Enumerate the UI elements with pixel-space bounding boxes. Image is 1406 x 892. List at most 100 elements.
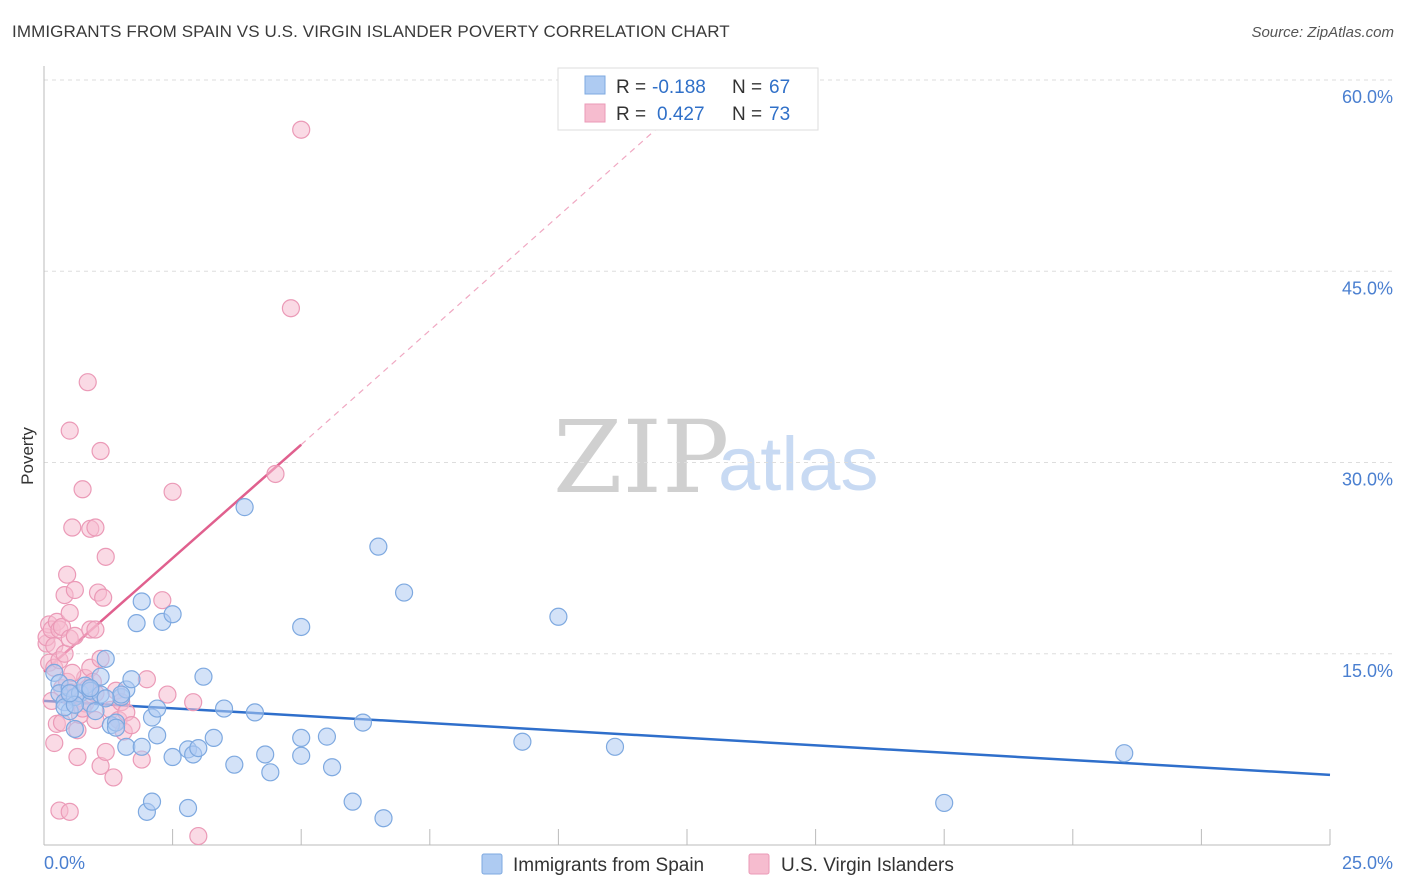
axes: [43, 66, 1331, 846]
data-point-immigrants-from-spain: [194, 667, 213, 686]
data-point-immigrants-from-spain: [292, 746, 311, 765]
data-point-immigrants-from-spain: [549, 607, 568, 626]
y-tick-labels: 15.0% 30.0% 45.0% 60.0%: [1342, 87, 1393, 681]
data-point-immigrants-from-spain: [163, 747, 182, 767]
legend-r-value-1: -0.188: [652, 77, 706, 98]
data-point-immigrants-from-spain: [256, 745, 275, 764]
data-point-us-virgin-islanders: [292, 120, 311, 139]
data-point-immigrants-from-spain: [189, 738, 208, 758]
data-point-us-virgin-islanders: [153, 591, 172, 610]
legend-swatch-blue: [584, 75, 606, 95]
chart-source: Source: ZipAtlas.com: [1251, 24, 1394, 41]
data-point-immigrants-from-spain: [374, 809, 393, 828]
data-point-immigrants-from-spain: [65, 719, 84, 739]
data-point-immigrants-from-spain: [605, 737, 625, 756]
data-point-us-virgin-islanders: [65, 580, 84, 600]
data-point-us-virgin-islanders: [91, 441, 110, 461]
legend-r-label-2: R =: [616, 104, 646, 125]
watermark-zip: ZIP: [553, 399, 729, 516]
y-tick-label: 60.0%: [1342, 87, 1393, 107]
data-point-immigrants-from-spain: [204, 728, 223, 748]
trend-line-extension-us-virgin-islanders: [300, 124, 662, 446]
legend-n-value-1: 67: [769, 77, 790, 98]
legend-n-value-2: 73: [769, 104, 790, 125]
data-point-us-virgin-islanders: [65, 626, 84, 646]
data-point-immigrants-from-spain: [117, 737, 136, 756]
data-point-immigrants-from-spain: [81, 679, 100, 698]
watermark-atlas: atlas: [718, 422, 879, 507]
data-point-immigrants-from-spain: [178, 798, 198, 818]
x-tick-label-max: 25.0%: [1342, 853, 1393, 873]
correlation-legend: R = -0.188 N = 67 R = 0.427 N = 73: [557, 67, 819, 131]
data-point-immigrants-from-spain: [317, 727, 337, 746]
data-point-immigrants-from-spain: [86, 702, 105, 721]
data-point-immigrants-from-spain: [235, 498, 254, 517]
series-legend: Immigrants from Spain U.S. Virgin Island…: [481, 853, 954, 876]
data-point-us-virgin-islanders: [281, 299, 301, 318]
data-point-immigrants-from-spain: [96, 689, 115, 708]
data-point-us-virgin-islanders: [78, 373, 97, 392]
data-point-immigrants-from-spain: [60, 684, 79, 703]
data-point-immigrants-from-spain: [261, 763, 280, 782]
legend-n-label-1: N =: [732, 77, 762, 98]
data-point-us-virgin-islanders: [122, 716, 141, 735]
data-point-immigrants-from-spain: [96, 649, 115, 668]
data-point-us-virgin-islanders: [86, 518, 105, 537]
data-point-us-virgin-islanders: [96, 742, 115, 762]
data-point-immigrants-from-spain: [935, 793, 954, 813]
data-point-us-virgin-islanders: [184, 693, 203, 712]
data-point-us-virgin-islanders: [73, 480, 92, 499]
data-point-us-virgin-islanders: [189, 826, 208, 846]
data-point-us-virgin-islanders: [45, 733, 64, 753]
data-point-immigrants-from-spain: [214, 699, 234, 718]
data-point-us-virgin-islanders: [96, 547, 115, 566]
legend-swatch-pink: [584, 103, 606, 123]
data-point-immigrants-from-spain: [132, 592, 151, 611]
data-point-immigrants-from-spain: [292, 728, 311, 748]
data-point-immigrants-from-spain: [142, 792, 162, 811]
y-axis-label: Poverty: [18, 427, 37, 485]
y-tick-label: 45.0%: [1342, 278, 1393, 298]
legend-n-label-2: N =: [732, 104, 762, 125]
data-point-us-virgin-islanders: [163, 482, 182, 501]
data-point-us-virgin-islanders: [63, 518, 82, 537]
data-point-immigrants-from-spain: [343, 792, 362, 811]
data-point-us-virgin-islanders: [94, 588, 113, 607]
x-tick-label-min: 0.0%: [44, 853, 85, 873]
data-point-immigrants-from-spain: [369, 537, 388, 556]
data-point-immigrants-from-spain: [322, 758, 342, 777]
data-point-immigrants-from-spain: [112, 685, 131, 704]
grid-lines: [44, 79, 1395, 655]
series-legend-label-pink: U.S. Virgin Islanders: [781, 855, 954, 876]
y-tick-label: 15.0%: [1342, 661, 1393, 681]
data-point-us-virgin-islanders: [55, 644, 74, 663]
data-point-immigrants-from-spain: [148, 726, 167, 745]
data-point-us-virgin-islanders: [86, 620, 105, 639]
data-point-us-virgin-islanders: [137, 670, 156, 689]
legend-r-label-1: R =: [616, 77, 646, 98]
legend-r-value-2: 0.427: [657, 104, 705, 125]
data-point-immigrants-from-spain: [106, 718, 126, 737]
data-point-immigrants-from-spain: [513, 732, 532, 751]
data-point-immigrants-from-spain: [394, 583, 414, 602]
data-point-immigrants-from-spain: [148, 699, 167, 718]
data-point-immigrants-from-spain: [225, 755, 244, 774]
y-tick-label: 30.0%: [1342, 470, 1393, 490]
data-point-us-virgin-islanders: [104, 768, 123, 787]
data-point-immigrants-from-spain: [132, 737, 151, 756]
data-point-immigrants-from-spain: [353, 713, 373, 732]
series-legend-swatch-pink: [748, 853, 770, 875]
data-point-immigrants-from-spain: [245, 703, 265, 722]
series-legend-label-blue: Immigrants from Spain: [513, 855, 704, 876]
series-immigrants-from-spain: [45, 498, 1134, 828]
data-point-us-virgin-islanders: [266, 464, 285, 484]
data-point-immigrants-from-spain: [122, 670, 141, 689]
data-point-immigrants-from-spain: [91, 667, 110, 686]
data-point-us-virgin-islanders: [60, 421, 79, 440]
data-point-us-virgin-islanders: [60, 603, 79, 623]
data-point-immigrants-from-spain: [1115, 744, 1134, 763]
data-point-immigrants-from-spain: [127, 614, 146, 633]
chart-title: IMMIGRANTS FROM SPAIN VS U.S. VIRGIN ISL…: [12, 22, 730, 41]
data-point-us-virgin-islanders: [68, 747, 87, 767]
